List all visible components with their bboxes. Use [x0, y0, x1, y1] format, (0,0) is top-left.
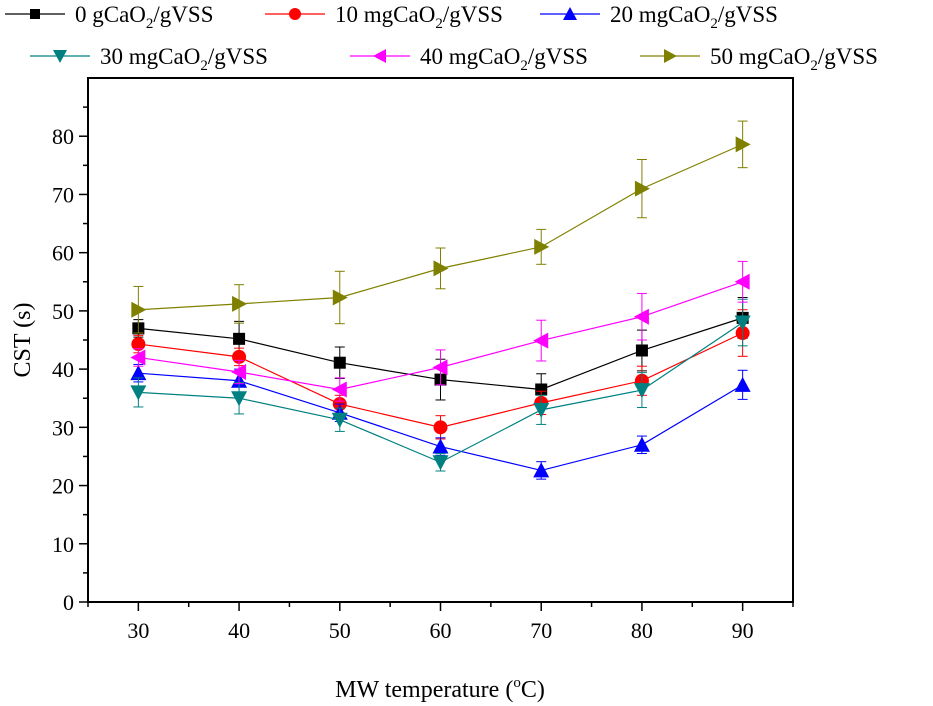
- x-tick-label: 70: [530, 618, 552, 643]
- y-tick-label: 10: [52, 532, 74, 557]
- triangle-right-marker: [433, 260, 449, 277]
- x-tick-label: 30: [127, 618, 149, 643]
- series-4: [130, 260, 750, 402]
- circle-marker: [289, 8, 301, 20]
- x-axis-label: MW temperature (oC): [335, 675, 545, 703]
- square-marker: [535, 383, 548, 396]
- triangle-up-marker: [432, 438, 449, 454]
- triangle-down-marker: [633, 383, 650, 399]
- legend-item-4: 40 mgCaO2/gVSS: [350, 44, 588, 74]
- triangle-right-marker: [534, 238, 550, 255]
- triangle-right-marker: [634, 180, 650, 197]
- triangle-left-marker: [533, 332, 549, 349]
- triangle-up-marker: [130, 365, 147, 381]
- plot-frame: [87, 77, 794, 603]
- triangle-left-marker: [130, 349, 146, 366]
- triangle-left-marker: [432, 359, 448, 376]
- triangle-right-marker: [332, 289, 348, 306]
- legend-item-0: 0 gCaO2/gVSS: [5, 2, 214, 32]
- square-marker: [233, 332, 246, 345]
- square-marker: [635, 344, 648, 357]
- triangle-down-marker: [231, 391, 248, 407]
- triangle-left-marker: [633, 308, 649, 325]
- legend-label: 0 gCaO2/gVSS: [75, 2, 214, 32]
- x-tick-label: 60: [430, 618, 452, 643]
- triangle-right-marker: [131, 301, 147, 318]
- triangle-right-marker: [664, 49, 677, 63]
- legend-label: 50 mgCaO2/gVSS: [710, 44, 878, 74]
- legend-label: 10 mgCaO2/gVSS: [335, 2, 503, 32]
- y-tick-label: 50: [52, 299, 74, 324]
- triangle-up-marker: [633, 436, 650, 452]
- triangle-left-marker: [231, 364, 247, 381]
- legend-label: 20 mgCaO2/gVSS: [610, 2, 778, 32]
- square-marker: [30, 9, 40, 19]
- x-tick-label: 80: [631, 618, 653, 643]
- triangle-left-marker: [331, 381, 347, 398]
- circle-marker: [433, 420, 448, 435]
- y-tick-label: 80: [52, 124, 74, 149]
- legend-item-1: 10 mgCaO2/gVSS: [265, 2, 503, 32]
- legend-label: 40 mgCaO2/gVSS: [420, 44, 588, 74]
- legend-item-3: 30 mgCaO2/gVSS: [30, 44, 268, 74]
- x-tick-label: 40: [228, 618, 250, 643]
- y-tick-label: 0: [63, 590, 74, 615]
- triangle-up-marker: [734, 376, 751, 392]
- square-marker: [333, 356, 346, 369]
- triangle-down-marker: [734, 315, 751, 331]
- triangle-up-marker: [563, 7, 577, 20]
- triangle-right-marker: [232, 295, 248, 312]
- y-tick-label: 30: [52, 415, 74, 440]
- series-group: [130, 120, 751, 480]
- triangle-left-marker: [734, 273, 750, 290]
- triangle-down-marker: [432, 455, 449, 471]
- triangle-left-marker: [373, 49, 386, 63]
- x-tick-label: 90: [732, 618, 754, 643]
- triangle-down-marker: [533, 402, 550, 418]
- x-tick-label: 50: [329, 618, 351, 643]
- y-tick-label: 20: [52, 474, 74, 499]
- y-tick-label: 40: [52, 357, 74, 382]
- legend-item-2: 20 mgCaO2/gVSS: [540, 2, 778, 32]
- circle-marker: [131, 337, 146, 352]
- legend: 0 gCaO2/gVSS 10 mgCaO2/gVSS 20 mgCaO2/gVSS…: [5, 2, 878, 74]
- series-3: [130, 298, 751, 472]
- triangle-up-marker: [533, 462, 550, 478]
- axes: 0 10 20 30 40 50 60 70 80 30 40 50 60 70 80 90: [52, 106, 794, 643]
- legend-label: 30 mgCaO2/gVSS: [100, 44, 268, 74]
- triangle-down-marker: [130, 385, 147, 401]
- triangle-down-marker: [53, 50, 67, 63]
- legend-item-5: 50 mgCaO2/gVSS: [640, 44, 878, 74]
- y-axis-label: CST (s): [10, 303, 36, 378]
- triangle-down-marker: [331, 412, 348, 428]
- y-tick-label: 60: [52, 241, 74, 266]
- series-5: [131, 120, 751, 334]
- triangle-right-marker: [735, 136, 751, 153]
- y-tick-label: 70: [52, 182, 74, 207]
